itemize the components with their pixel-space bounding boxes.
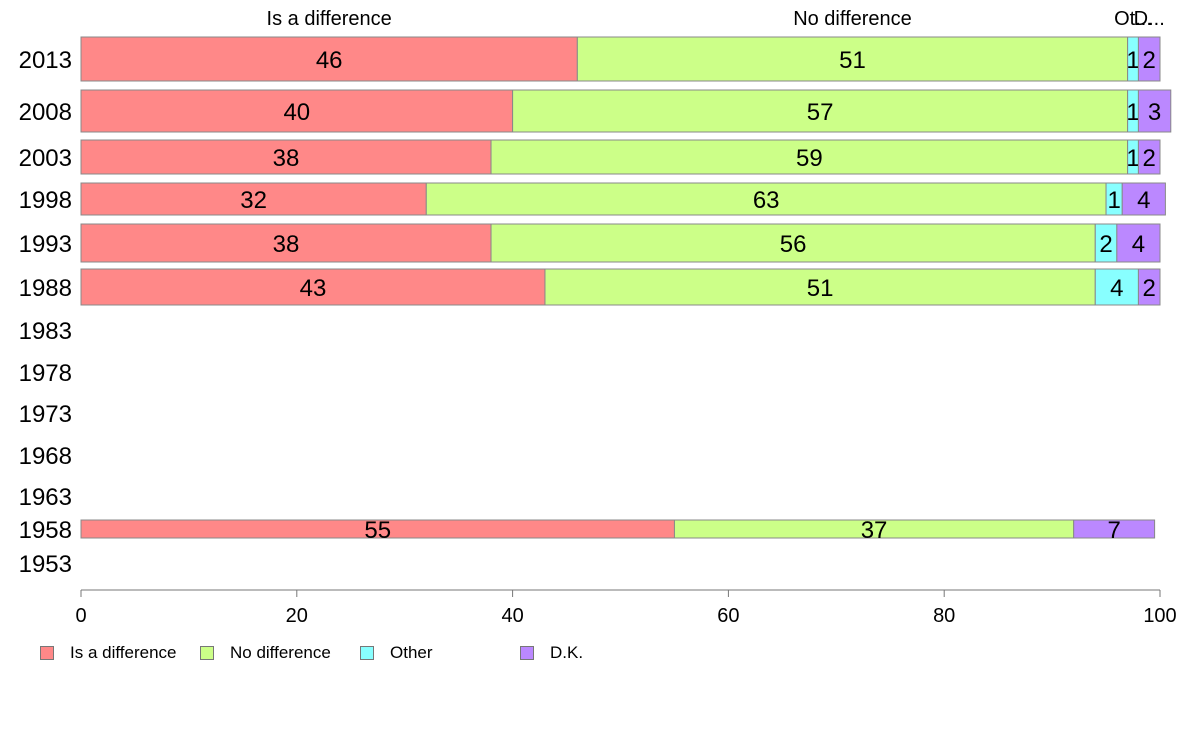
bar-d-k-1958 (1073, 519, 1156, 539)
y-tick-label-1983: 1983 (19, 318, 72, 345)
y-tick-label-2013: 2013 (19, 47, 72, 74)
x-tick-label-60: 60 (717, 605, 739, 627)
data-label-d-k-2008: 3 (1148, 99, 1161, 126)
y-tick-label-1973: 1973 (19, 401, 72, 428)
bar-no-difference-2008 (512, 89, 1129, 133)
bar-d-k-2003 (1137, 139, 1161, 175)
bar-no-difference-1988 (544, 268, 1096, 306)
y-tick-label-2003: 2003 (19, 145, 72, 172)
bar-no-difference-1998 (425, 182, 1107, 216)
data-label-no-difference-1988: 51 (807, 275, 834, 302)
x-tick-label-0: 0 (75, 605, 86, 627)
bar-other-1988 (1094, 268, 1139, 306)
data-label-is-a-difference-1998: 32 (240, 187, 267, 214)
bar-d-k-1988 (1137, 268, 1161, 306)
bar-no-difference-1993 (490, 223, 1096, 263)
bar-d-k-2008 (1137, 89, 1172, 133)
y-tick-label-2008: 2008 (19, 99, 72, 126)
data-label-other-2013: 1 (1126, 47, 1139, 74)
bar-d-k-1993 (1116, 223, 1161, 263)
data-label-other-1998: 1 (1107, 187, 1120, 214)
bar-d-k-1998 (1121, 182, 1166, 216)
data-label-d-k-1988: 2 (1143, 275, 1156, 302)
y-tick-label-1963: 1963 (19, 484, 72, 511)
data-label-d-k-1958: 7 (1107, 517, 1120, 544)
data-label-is-a-difference-2008: 40 (283, 99, 310, 126)
y-tick-label-1953: 1953 (19, 551, 72, 578)
x-tick-label-80: 80 (933, 605, 955, 627)
data-label-no-difference-1958: 37 (861, 517, 888, 544)
x-tick-label-100: 100 (1143, 605, 1176, 627)
legend-item-other: Other (360, 643, 433, 663)
legend-swatch-dk (520, 646, 534, 660)
data-label-d-k-2013: 2 (1143, 47, 1156, 74)
y-tick-label-1988: 1988 (19, 275, 72, 302)
data-label-no-difference-2013: 51 (839, 47, 866, 74)
data-label-is-a-difference-1988: 43 (300, 275, 327, 302)
data-label-other-2003: 1 (1126, 145, 1139, 172)
bar-no-difference-2013 (576, 36, 1129, 82)
legend-label-dk: D.K. (550, 643, 584, 662)
data-label-d-k-1998: 4 (1137, 187, 1150, 214)
top-header-is-a-difference: Is a difference (267, 8, 392, 30)
legend-item-is-a-difference: Is a difference (40, 643, 176, 663)
data-label-other-2008: 1 (1126, 99, 1139, 126)
legend-item-dk: D.K. (520, 643, 583, 663)
legend-swatch-no-difference (200, 646, 214, 660)
data-label-d-k-1993: 4 (1132, 231, 1145, 258)
data-label-other-1988: 4 (1110, 275, 1123, 302)
y-tick-label-1968: 1968 (19, 443, 72, 470)
x-tick-label-20: 20 (286, 605, 308, 627)
legend-label-no-difference: No difference (230, 643, 331, 662)
y-tick-label-1993: 1993 (19, 231, 72, 258)
legend-label-is-a-difference: Is a difference (70, 643, 177, 662)
data-label-no-difference-1998: 63 (753, 187, 780, 214)
data-label-is-a-difference-1993: 38 (273, 231, 300, 258)
data-label-d-k-2003: 2 (1143, 145, 1156, 172)
data-label-other-1993: 2 (1099, 231, 1112, 258)
bar-d-k-2013 (1137, 36, 1161, 82)
legend-label-other: Other (390, 643, 433, 662)
legend: Is a difference No difference Other D.K. (40, 643, 660, 663)
legend-item-no-difference: No difference (200, 643, 331, 663)
data-label-is-a-difference-1958: 55 (364, 517, 391, 544)
top-header-other: Ot... (1114, 8, 1152, 30)
y-tick-label-1978: 1978 (19, 360, 72, 387)
bar-is-a-difference-2003 (80, 139, 492, 175)
bar-is-a-difference-1993 (80, 223, 492, 263)
bar-is-a-difference-2013 (80, 36, 578, 82)
top-header-d-k: D... (1134, 8, 1165, 30)
bar-is-a-difference-2008 (80, 89, 514, 133)
y-tick-label-1958: 1958 (19, 517, 72, 544)
y-tick-label-1998: 1998 (19, 187, 72, 214)
data-label-no-difference-2003: 59 (796, 145, 823, 172)
data-label-is-a-difference-2013: 46 (316, 47, 343, 74)
data-label-is-a-difference-2003: 38 (273, 145, 300, 172)
legend-swatch-is-a-difference (40, 646, 54, 660)
legend-swatch-other (360, 646, 374, 660)
data-label-no-difference-2008: 57 (807, 99, 834, 126)
top-header-no-difference: No difference (793, 8, 912, 30)
data-label-no-difference-1993: 56 (780, 231, 807, 258)
x-tick-label-40: 40 (501, 605, 523, 627)
bar-no-difference-2003 (490, 139, 1129, 175)
